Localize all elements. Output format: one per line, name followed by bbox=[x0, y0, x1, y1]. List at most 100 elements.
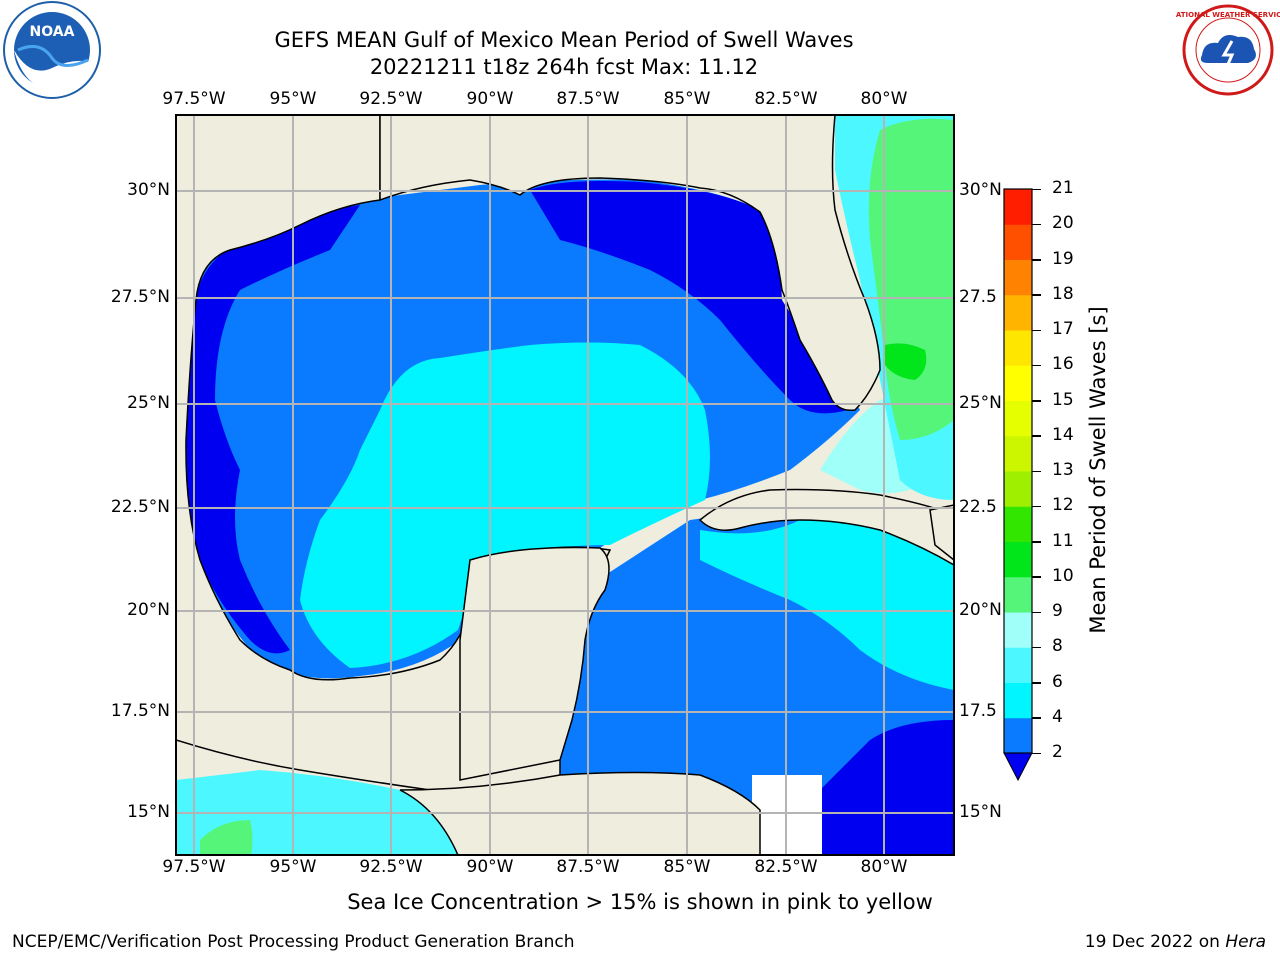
colorbar-tick-mark bbox=[1032, 188, 1041, 190]
lat-label-right: 20°N bbox=[959, 600, 1002, 620]
noaa-logo-text: NOAA bbox=[30, 24, 75, 40]
lat-label-right: 22.5 bbox=[959, 497, 997, 517]
colorbar-tick-label: 15 bbox=[1052, 389, 1074, 410]
colorbar-bin bbox=[1004, 541, 1032, 578]
colorbar-bin bbox=[1004, 471, 1032, 507]
footer-date-text: 19 Dec 2022 on bbox=[1084, 932, 1226, 952]
footer-date: 19 Dec 2022 on Hera bbox=[1085, 932, 1266, 952]
colorbar-tick-label: 8 bbox=[1052, 636, 1063, 657]
colorbar-bin bbox=[1004, 365, 1032, 401]
central-cyan bbox=[300, 342, 710, 668]
lon-label-bottom: 95°W bbox=[269, 857, 317, 877]
lon-label-top: 90°W bbox=[466, 89, 514, 109]
colorbar-tick-mark bbox=[1032, 576, 1041, 578]
yucatan-land bbox=[459, 546, 610, 781]
lon-label-top: 92.5°W bbox=[359, 89, 423, 109]
lon-label-bottom: 85°W bbox=[663, 857, 711, 877]
colorbar-tick-mark bbox=[1032, 717, 1041, 719]
map-field bbox=[176, 115, 954, 855]
lat-label-right: 30°N bbox=[959, 180, 1002, 200]
chart-title: GEFS MEAN Gulf of Mexico Mean Period of … bbox=[274, 28, 854, 52]
lon-label-bottom: 80°W bbox=[860, 857, 908, 877]
colorbar-tick-label: 9 bbox=[1052, 601, 1063, 621]
colorbar-bin bbox=[1004, 189, 1032, 225]
colorbar-bin bbox=[1004, 682, 1032, 719]
lon-label-top: 85°W bbox=[663, 89, 711, 109]
colorbar-tick-label: 14 bbox=[1052, 424, 1074, 445]
colorbar-bin bbox=[1004, 400, 1032, 437]
colorbar-tick-label: 19 bbox=[1052, 248, 1074, 269]
lat-label-right: 27.5 bbox=[959, 287, 997, 307]
colorbar-bin bbox=[1004, 576, 1032, 613]
under-southeast bbox=[801, 720, 954, 855]
colorbar-tick-mark bbox=[1032, 223, 1041, 226]
sea-ice-note: Sea Ice Concentration > 15% is shown in … bbox=[0, 890, 1280, 914]
lat-label-right: 17.5 bbox=[959, 701, 997, 721]
noaa-logo: NOAA bbox=[3, 1, 101, 99]
colorbar-bin bbox=[1004, 717, 1032, 754]
lon-label-top: 87.5°W bbox=[556, 89, 620, 109]
colorbar-tick-label: 11 bbox=[1052, 530, 1074, 551]
colorbar-tick-label: 20 bbox=[1052, 213, 1074, 234]
map-frame bbox=[175, 114, 955, 856]
lon-label-bottom: 87.5°W bbox=[556, 857, 620, 877]
colorbar-tick-label: 17 bbox=[1052, 319, 1074, 339]
colorbar-bin bbox=[1004, 294, 1032, 331]
colorbar-tick-label: 12 bbox=[1052, 495, 1074, 516]
colorbar-bin bbox=[1004, 647, 1032, 683]
lon-label-top: 95°W bbox=[269, 89, 317, 109]
nws-logo-text: NATIONAL WEATHER SERVICE bbox=[1176, 11, 1280, 19]
under-west bbox=[185, 205, 360, 654]
graticule bbox=[176, 115, 954, 855]
atlantic-bright-green bbox=[885, 343, 927, 380]
lat-label-left: 27.5°N bbox=[110, 287, 170, 307]
colorbar-tick-mark bbox=[1032, 752, 1041, 754]
lat-label-left: 20°N bbox=[127, 600, 170, 620]
lon-label-bottom: 90°W bbox=[466, 857, 514, 877]
lat-label-left: 30°N bbox=[127, 180, 170, 200]
colorbar-bins bbox=[1004, 189, 1032, 754]
footer-credit: NCEP/EMC/Verification Post Processing Pr… bbox=[12, 932, 575, 952]
colorbar bbox=[1003, 188, 1033, 782]
colorbar-tick-mark bbox=[1032, 611, 1041, 613]
colorbar-tick-mark bbox=[1032, 364, 1041, 367]
colorbar-tick-mark bbox=[1032, 646, 1041, 649]
lat-label-left: 22.5°N bbox=[110, 497, 170, 517]
pacific-green bbox=[200, 820, 253, 855]
colorbar-tick-label: 16 bbox=[1052, 354, 1074, 375]
lat-label-left: 17.5°N bbox=[110, 701, 170, 721]
colorbar-tick-label: 13 bbox=[1052, 460, 1074, 480]
colorbar-tick-mark bbox=[1032, 541, 1041, 543]
colorbar-tick-mark bbox=[1032, 329, 1041, 331]
nws-logo: NATIONAL WEATHER SERVICE bbox=[1176, 4, 1280, 96]
sea-ice-note-text: Sea Ice Concentration > 15% is shown in … bbox=[347, 890, 933, 914]
colorbar-tick-mark bbox=[1032, 470, 1041, 472]
colorbar-bin bbox=[1004, 612, 1032, 648]
lon-label-bottom: 82.5°W bbox=[754, 857, 818, 877]
footer-host: Hera bbox=[1225, 932, 1266, 952]
colorbar-tick-label: 21 bbox=[1052, 178, 1074, 198]
colorbar-tick-label: 6 bbox=[1052, 671, 1063, 692]
colorbar-bin bbox=[1004, 330, 1032, 366]
colorbar-tick-mark bbox=[1032, 435, 1041, 437]
colorbar-tick-label: 4 bbox=[1052, 706, 1063, 727]
colorbar-tick-mark bbox=[1032, 400, 1041, 402]
lon-label-bottom: 97.5°W bbox=[162, 857, 226, 877]
colorbar-tick-label: 10 bbox=[1052, 565, 1074, 586]
colorbar-bin bbox=[1004, 506, 1032, 542]
lon-label-top: 80°W bbox=[860, 89, 908, 109]
colorbar-under-extend bbox=[1003, 752, 1033, 782]
colorbar-tick-label: 2 bbox=[1052, 742, 1063, 762]
colorbar-bin bbox=[1004, 224, 1032, 260]
lon-label-top: 82.5°W bbox=[754, 89, 818, 109]
colorbar-bin bbox=[1004, 435, 1032, 472]
caribbean-cyan bbox=[700, 520, 954, 690]
colorbar-tick-mark bbox=[1032, 259, 1041, 261]
lon-label-top: 97.5°W bbox=[162, 89, 226, 109]
colorbar-tick-mark bbox=[1032, 682, 1041, 684]
hispaniola-land bbox=[929, 504, 954, 561]
colorbar-tick-label: 18 bbox=[1052, 283, 1074, 304]
lat-label-left: 25°N bbox=[127, 393, 170, 413]
colorbar-label: Mean Period of Swell Waves [s] bbox=[1086, 306, 1110, 634]
